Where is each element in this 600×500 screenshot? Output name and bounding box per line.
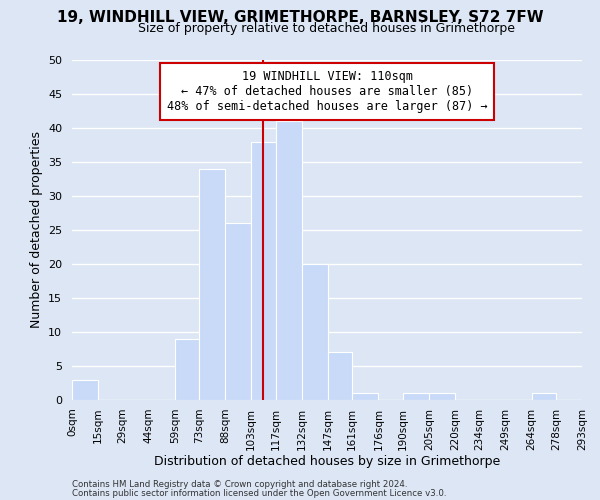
Bar <box>532 393 556 400</box>
Bar <box>328 352 352 400</box>
Text: Contains public sector information licensed under the Open Government Licence v3: Contains public sector information licen… <box>72 489 446 498</box>
Bar <box>403 393 429 400</box>
Bar <box>72 380 98 400</box>
Y-axis label: Number of detached properties: Number of detached properties <box>29 132 43 328</box>
Bar <box>302 264 328 400</box>
X-axis label: Distribution of detached houses by size in Grimethorpe: Distribution of detached houses by size … <box>154 456 500 468</box>
Bar <box>225 223 251 400</box>
Text: 19, WINDHILL VIEW, GRIMETHORPE, BARNSLEY, S72 7FW: 19, WINDHILL VIEW, GRIMETHORPE, BARNSLEY… <box>56 10 544 25</box>
Bar <box>251 142 275 400</box>
Bar <box>199 169 225 400</box>
Text: Contains HM Land Registry data © Crown copyright and database right 2024.: Contains HM Land Registry data © Crown c… <box>72 480 407 489</box>
Bar <box>352 393 379 400</box>
Bar <box>275 121 302 400</box>
Title: Size of property relative to detached houses in Grimethorpe: Size of property relative to detached ho… <box>139 22 515 35</box>
Text: 19 WINDHILL VIEW: 110sqm
← 47% of detached houses are smaller (85)
48% of semi-d: 19 WINDHILL VIEW: 110sqm ← 47% of detach… <box>167 70 487 113</box>
Bar <box>429 393 455 400</box>
Bar <box>175 339 199 400</box>
